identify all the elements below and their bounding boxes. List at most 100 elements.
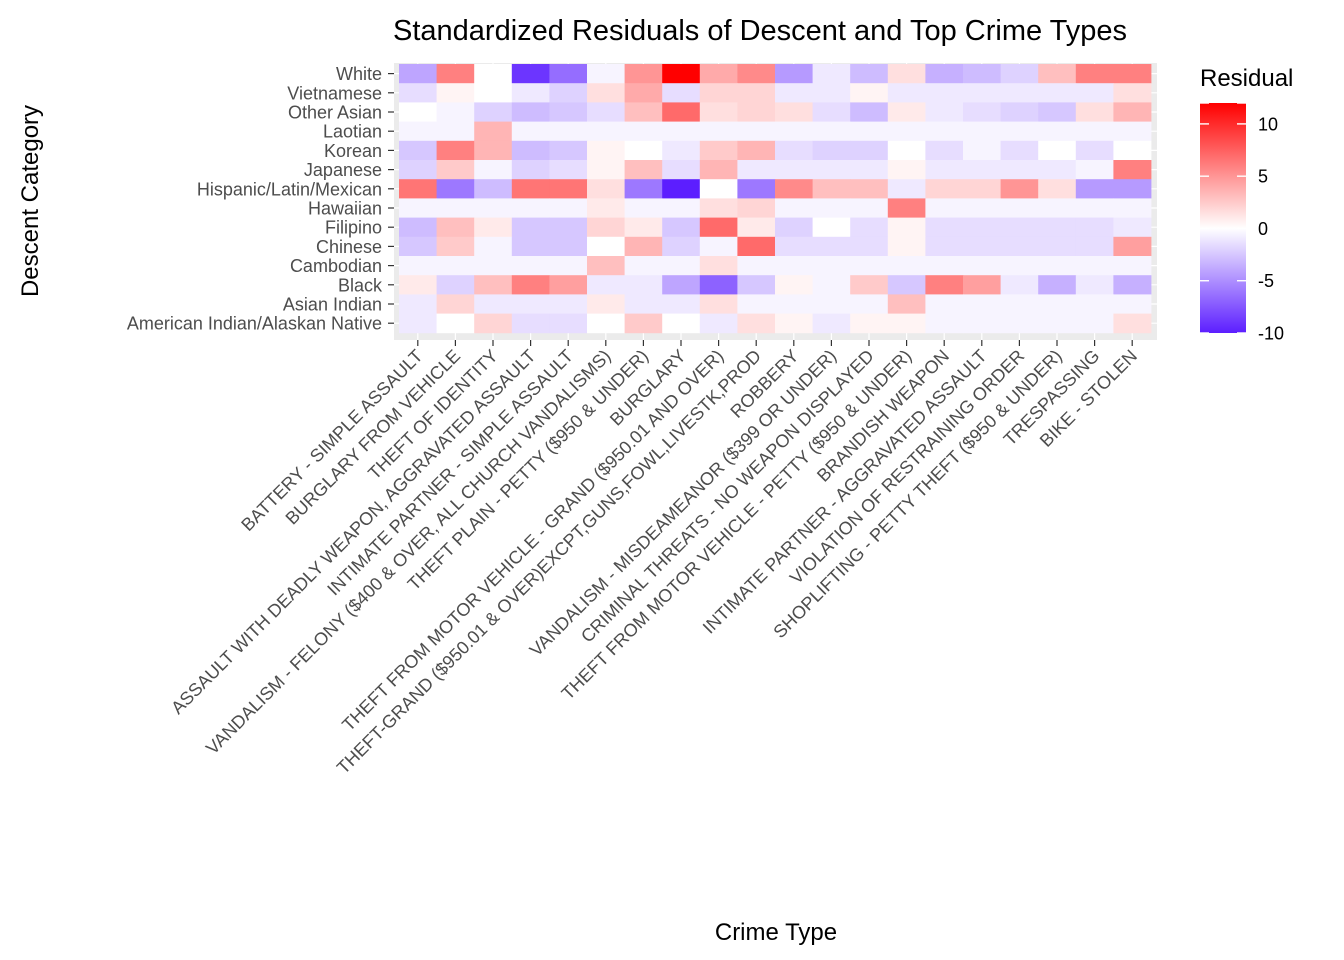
heatmap-cell	[1000, 179, 1039, 199]
heatmap-cell	[812, 236, 851, 257]
heatmap-cell	[737, 275, 776, 295]
heatmap-cell	[587, 64, 625, 84]
heatmap-cell	[850, 256, 889, 276]
heatmap-cell	[1113, 256, 1152, 276]
heatmap-cell	[511, 313, 550, 334]
heatmap-cell	[925, 256, 964, 276]
heatmap-cell	[775, 140, 813, 161]
y-tick-label: Vietnamese	[287, 83, 382, 103]
heatmap-cell	[812, 64, 851, 84]
heatmap-cell	[587, 217, 625, 238]
heatmap-cell	[1000, 121, 1039, 142]
heatmap-cell	[399, 236, 437, 257]
heatmap-cell	[925, 102, 964, 122]
heatmap-cell	[587, 236, 625, 257]
heatmap-cell	[1075, 102, 1114, 122]
heatmap-cell	[1075, 121, 1114, 142]
heatmap-cell	[925, 160, 964, 180]
heatmap-cell	[662, 294, 701, 314]
heatmap-cell	[775, 198, 813, 218]
heatmap-cell	[963, 140, 1001, 161]
heatmap-cell	[775, 294, 813, 314]
heatmap-cell	[963, 275, 1001, 295]
heatmap-cell	[624, 83, 663, 103]
heatmap-cell	[850, 64, 889, 84]
heatmap-cell	[474, 217, 513, 238]
heatmap-cell	[511, 179, 550, 199]
heatmap-cell	[1113, 64, 1152, 84]
heatmap-cell	[850, 275, 889, 295]
heatmap-cell	[775, 83, 813, 103]
heatmap-cell	[511, 64, 550, 84]
heatmap-cell	[737, 236, 776, 257]
heatmap-cell	[925, 294, 964, 314]
y-tick-label: Hawaiian	[308, 199, 382, 219]
heatmap-cell	[549, 83, 588, 103]
heatmap-cell	[1113, 83, 1152, 103]
heatmap-cell	[850, 217, 889, 238]
heatmap-cell	[963, 256, 1001, 276]
heatmap-cell	[963, 121, 1001, 142]
heatmap-cell	[775, 102, 813, 122]
heatmap-cell	[1113, 140, 1152, 161]
heatmap-cell	[587, 160, 625, 180]
heatmap-cell	[549, 64, 588, 84]
heatmap-cell	[699, 102, 738, 122]
heatmap-cell	[1038, 294, 1077, 314]
legend-tick-label: 0	[1258, 219, 1268, 239]
heatmap-cell	[436, 256, 475, 276]
heatmap-cell	[963, 160, 1001, 180]
heatmap-cell	[624, 121, 663, 142]
heatmap-cell	[963, 64, 1001, 84]
heatmap-cell	[662, 256, 701, 276]
heatmap-cell	[1113, 236, 1152, 257]
heatmap-cell	[549, 102, 588, 122]
heatmap-cell	[549, 275, 588, 295]
heatmap-cell	[399, 160, 437, 180]
heatmap-cell	[474, 179, 513, 199]
heatmap-cell	[624, 236, 663, 257]
y-tick-label: American Indian/Alaskan Native	[127, 314, 382, 334]
heatmap-cell	[699, 64, 738, 84]
legend-tick-label: 5	[1258, 167, 1268, 187]
heatmap-cell	[511, 83, 550, 103]
heatmap-cell	[624, 160, 663, 180]
heatmap-cell	[812, 294, 851, 314]
heatmap-cell	[812, 217, 851, 238]
heatmap-cell	[850, 294, 889, 314]
heatmap-cell	[1000, 256, 1039, 276]
heatmap-cell	[812, 83, 851, 103]
heatmap-cell	[812, 140, 851, 161]
heatmap-cell	[925, 313, 964, 334]
heatmap-cells	[399, 64, 1152, 334]
heatmap-cell	[662, 160, 701, 180]
heatmap-cell	[1038, 236, 1077, 257]
heatmap-cell	[963, 217, 1001, 238]
y-tick-label: Korean	[324, 141, 382, 161]
y-tick-label: Filipino	[325, 218, 382, 238]
y-tick-label: Hispanic/Latin/Mexican	[197, 179, 382, 199]
heatmap-cell	[699, 294, 738, 314]
heatmap-cell	[587, 179, 625, 199]
heatmap-cell	[1075, 313, 1114, 334]
heatmap-cell	[1000, 102, 1039, 122]
heatmap-cell	[511, 121, 550, 142]
heatmap-cell	[474, 121, 513, 142]
heatmap-cell	[624, 313, 663, 334]
heatmap-cell	[925, 83, 964, 103]
heatmap-cell	[1000, 64, 1039, 84]
heatmap-cell	[1000, 275, 1039, 295]
heatmap-cell	[775, 64, 813, 84]
heatmap-cell	[699, 140, 738, 161]
heatmap-cell	[436, 83, 475, 103]
heatmap-cell	[737, 198, 776, 218]
heatmap-cell	[737, 83, 776, 103]
heatmap-cell	[699, 160, 738, 180]
heatmap-cell	[1038, 83, 1077, 103]
legend-tick-label: 10	[1258, 114, 1278, 134]
heatmap-cell	[399, 217, 437, 238]
heatmap-cell	[662, 121, 701, 142]
heatmap-cell	[1038, 275, 1077, 295]
heatmap-cell	[1113, 160, 1152, 180]
